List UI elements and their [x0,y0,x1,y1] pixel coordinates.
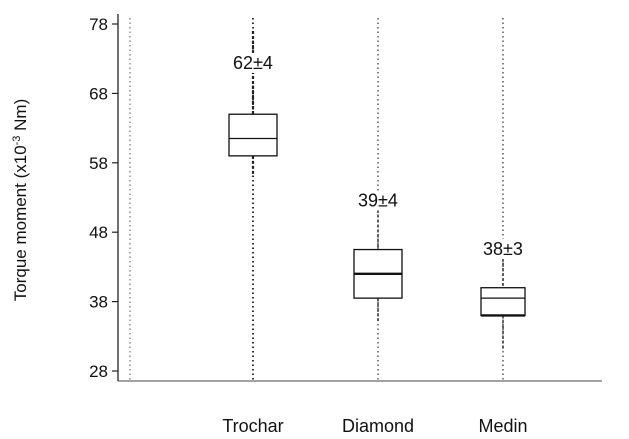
box-iqr [228,113,278,157]
x-category-label: Diamond [342,416,414,436]
annotation-background [356,190,400,211]
y-axis-label-text: Torque moment (x10 [11,145,30,301]
x-axis-labels: Trochar Diamond Medin [222,416,527,436]
x-category-label: Medin [478,416,527,436]
box-annotation: 62±4 [233,53,273,73]
box-annotation: 39±4 [358,190,398,210]
box-group-diamond: 39±4 [353,18,403,381]
y-tick-label: 28 [89,362,108,381]
y-tick-label: 38 [89,293,108,312]
annotation-background [481,239,525,260]
axes [117,14,602,382]
box-annotation: 38±3 [483,239,523,259]
y-tick-label: 78 [89,15,108,34]
y-tick-label: 58 [89,154,108,173]
y-tick-label: 68 [89,84,108,103]
x-category-label: Trochar [222,416,283,436]
annotation-background [231,52,275,73]
y-axis-label-unit: Nm) [11,99,30,136]
box-group-medin: 38±3 [480,18,526,381]
y-axis-label: Torque moment (x10-3 Nm) [11,99,30,302]
y-axis-label-exponent: -3 [11,136,23,146]
box-group-trochar: 62±4 [228,18,278,381]
box-iqr [480,287,526,317]
y-axis-ticks: 78 68 58 48 38 28 [89,15,118,381]
y-tick-label: 48 [89,223,108,242]
boxes: 62±4 39±4 38±3 [228,18,526,381]
